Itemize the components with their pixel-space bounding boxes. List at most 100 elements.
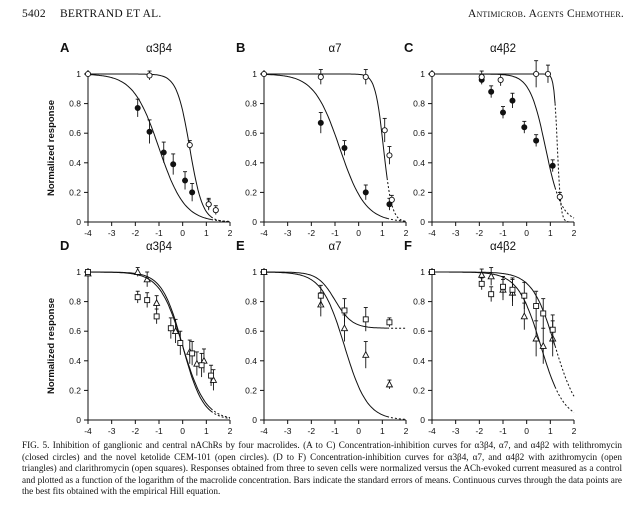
y-tick-label: 1 [252,267,257,277]
y-tick-label: 0.8 [69,99,81,109]
data-point [509,286,516,293]
y-tick-label: 0.4 [245,356,257,366]
data-point [189,189,196,196]
x-tick-label: -4 [260,228,268,238]
y-tick-label: 1 [420,267,425,277]
data-point [488,88,495,95]
fit-curve-extrapolation [554,103,574,223]
panel-subtitle: α7 [328,241,341,253]
x-tick-label: 0 [356,426,361,436]
x-tick-label: 0 [356,228,361,238]
fit-curve [264,271,388,329]
data-point [477,270,486,278]
x-tick-label: 2 [404,228,409,238]
fit-curve-extrapolation [211,219,230,222]
x-tick-label: -1 [499,426,507,436]
data-point [341,144,348,151]
x-tick-label: -1 [155,228,163,238]
y-tick-label: 0.6 [413,128,425,138]
y-tick-label: 1 [420,69,425,79]
data-point [84,70,92,78]
y-tick-label: 1 [252,69,257,79]
fit-curve-extrapolation [210,408,231,419]
panel-letter: F [404,238,412,253]
y-tick-label: 0.8 [245,297,257,307]
data-point [209,375,218,383]
fit-curve [264,73,388,179]
y-tick-label: 0.8 [69,297,81,307]
data-point [556,193,563,200]
data-point [533,137,540,144]
y-tick-label: 1 [76,267,81,277]
data-point [388,196,395,203]
x-tick-label: -2 [308,426,316,436]
x-tick-label: 2 [228,426,233,436]
data-point [549,162,556,169]
panel-subtitle: α3β4 [146,43,173,55]
panel-letter: A [60,40,70,55]
x-tick-label: -3 [452,228,460,238]
y-tick-label: 0.4 [245,158,257,168]
data-point [134,105,141,112]
x-tick-label: 2 [228,228,233,238]
data-point [133,267,142,275]
x-tick-label: -2 [476,426,484,436]
fit-curve-extrapolation [210,216,230,223]
data-point [428,70,436,78]
fit-curve [264,271,388,417]
x-tick-label: -4 [428,228,436,238]
data-point [429,269,435,275]
y-tick-label: 0.6 [69,128,81,138]
x-tick-label: 0 [180,426,185,436]
figure-caption: FIG. 5. Inhibition of ganglionic and cen… [22,440,622,497]
data-point [146,128,153,135]
y-tick-label: 0.6 [245,326,257,336]
data-point [171,327,180,335]
y-tick-label: 0.2 [245,187,257,197]
data-point [532,334,540,342]
data-point [198,362,205,369]
data-point [317,292,324,299]
y-tick-label: 0.6 [245,128,257,138]
data-point [208,372,215,379]
data-point [362,350,370,358]
x-tick-label: 1 [380,228,385,238]
x-tick-label: -4 [260,426,268,436]
data-point [152,298,161,306]
x-tick-label: -2 [476,228,484,238]
data-point [521,124,528,131]
x-tick-label: 0 [524,426,529,436]
fit-curve-extrapolation [210,410,231,419]
y-axis-label: Normalized response [46,298,57,394]
x-tick-label: 2 [572,228,577,238]
x-tick-label: -3 [108,228,116,238]
data-point [478,73,485,81]
data-point [144,297,151,304]
data-point [341,307,348,314]
data-point [533,303,540,309]
data-point [317,73,324,81]
panel-letter: D [60,238,69,253]
y-tick-label: 0 [420,415,425,425]
y-tick-label: 0.2 [69,385,81,395]
x-tick-label: -4 [84,228,92,238]
x-tick-label: 2 [572,426,577,436]
y-tick-label: 0 [76,415,81,425]
fit-curve-extrapolation [386,416,406,420]
x-tick-label: 1 [548,426,553,436]
fit-curve [432,271,556,347]
panel-subtitle: α3β4 [146,241,173,253]
x-tick-label: 0 [180,228,185,238]
data-point [260,70,268,78]
data-point [170,161,177,168]
fit-curve-extrapolation [554,386,575,413]
data-point [386,152,393,159]
y-tick-label: 0.2 [69,187,81,197]
x-tick-label: -4 [428,426,436,436]
panel-letter: B [236,40,245,55]
y-tick-label: 0.8 [413,297,425,307]
